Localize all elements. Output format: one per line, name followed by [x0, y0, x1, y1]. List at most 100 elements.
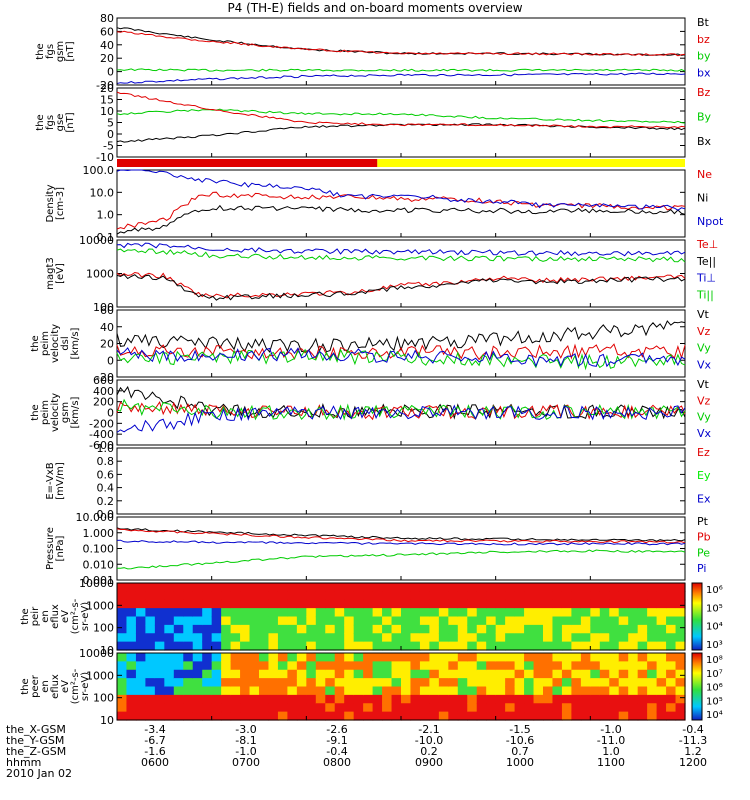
- spectrogram-cell: [486, 633, 497, 643]
- spectrogram-cell: [353, 616, 364, 626]
- spectrogram-cell: [230, 669, 241, 679]
- spectrogram-cell: [145, 661, 156, 671]
- spectrogram-cell: [117, 686, 128, 696]
- spectrogram-cell: [476, 694, 487, 704]
- series-line-Npot: [116, 169, 686, 211]
- y-tick-label: 0.2: [97, 495, 115, 508]
- spectrogram-cell: [571, 703, 582, 713]
- spectrogram-cell: [410, 633, 421, 643]
- spectrogram-cell: [154, 686, 165, 696]
- spectrogram-cell: [372, 703, 383, 713]
- spectrogram-cell: [268, 711, 279, 721]
- spectrogram-cell: [467, 703, 478, 713]
- spectrogram-cell: [325, 633, 336, 643]
- spectrogram-cell: [240, 641, 251, 651]
- spectrogram-cell: [609, 599, 620, 609]
- spectrogram-cell: [315, 583, 326, 592]
- spectrogram-cell: [391, 653, 402, 662]
- spectrogram-cell: [675, 694, 686, 704]
- orbit-time-value: 1100: [597, 756, 625, 769]
- spectrogram-cell: [173, 653, 184, 662]
- y-axis-label: peim: [40, 331, 51, 356]
- spectrogram-cell: [192, 641, 203, 651]
- spectrogram-cell: [495, 624, 506, 634]
- spectrogram-cell: [221, 641, 232, 651]
- spectrogram-cell: [192, 661, 203, 671]
- spectrogram-cell: [410, 678, 421, 688]
- spectrogram-cell: [372, 624, 383, 634]
- spectrogram-cell: [571, 599, 582, 609]
- spectrogram-cell: [334, 583, 345, 592]
- spectrogram-cell: [287, 711, 298, 721]
- spectrogram-cell: [117, 641, 128, 651]
- spectrogram-cell: [410, 591, 421, 601]
- spectrogram-cell: [580, 583, 591, 592]
- series-line-Bz: [116, 91, 686, 129]
- spectrogram-cell: [353, 624, 364, 634]
- series-line-Ti||: [116, 248, 686, 263]
- spectrogram-cell: [476, 624, 487, 634]
- spectrogram-cell: [183, 711, 194, 721]
- spectrogram-cell: [315, 624, 326, 634]
- y-axis-label: dsl: [60, 336, 71, 350]
- spectrogram-cell: [382, 616, 393, 626]
- spectrogram-cell: [599, 583, 610, 592]
- spectrogram-cell: [221, 653, 232, 662]
- legend-label: Vx: [697, 427, 712, 440]
- spectrogram-cell: [401, 669, 412, 679]
- spectrogram-cell: [353, 678, 364, 688]
- spectrogram-cell: [429, 624, 440, 634]
- spectrogram-cell: [505, 591, 516, 601]
- spectrogram-cell: [287, 624, 298, 634]
- spectrogram-cell: [135, 669, 146, 679]
- spectrogram-cell: [117, 694, 128, 704]
- spectrogram-cell: [476, 608, 487, 618]
- spectrogram-cell: [637, 633, 648, 643]
- spectrogram-cell: [505, 608, 516, 618]
- spectrogram-cell: [552, 591, 563, 601]
- spectrogram-cell: [580, 686, 591, 696]
- orbit-y-value: -8.1: [235, 734, 257, 747]
- spectrogram-cell: [410, 711, 421, 721]
- spectrogram-cell: [249, 633, 260, 643]
- spectrogram-cell: [438, 624, 449, 634]
- colorbar-tick-label: 10⁵: [706, 603, 723, 614]
- spectrogram-cell: [552, 703, 563, 713]
- spectrogram-cell: [306, 599, 317, 609]
- spectrogram-cell: [647, 686, 658, 696]
- spectrogram-cell: [202, 703, 213, 713]
- spectrogram-cell: [334, 694, 345, 704]
- spectrogram-cell: [192, 591, 203, 601]
- spectrogram-cell: [552, 711, 563, 721]
- spectrogram-cell: [666, 669, 677, 679]
- spectrogram-cell: [135, 678, 146, 688]
- spectrogram-cell: [457, 591, 468, 601]
- spectrogram-cell: [429, 703, 440, 713]
- spectrogram-cell: [675, 641, 686, 651]
- spectrogram-cell: [467, 661, 478, 671]
- spectrogram-cell: [580, 616, 591, 626]
- spectrogram-cell: [561, 694, 572, 704]
- spectrogram-cell: [306, 633, 317, 643]
- spectrogram-cell: [524, 711, 535, 721]
- spectrogram-cell: [486, 669, 497, 679]
- spectrogram-cell: [287, 703, 298, 713]
- spectrogram-cell: [344, 694, 355, 704]
- spectrogram-cell: [561, 624, 572, 634]
- spectrogram-cell: [306, 653, 317, 662]
- spectrogram-cell: [202, 591, 213, 601]
- panel-temperature: [116, 239, 686, 308]
- spectrogram-cell: [448, 661, 459, 671]
- spectrogram-cell: [240, 624, 251, 634]
- spectrogram-cell: [249, 583, 260, 592]
- y-tick-label: 0.010: [83, 558, 115, 571]
- spectrogram-cell: [173, 624, 184, 634]
- legend-label: bx: [697, 67, 711, 80]
- spectrogram-cell: [448, 624, 459, 634]
- colorbar-tick-label: 10⁴: [706, 710, 723, 721]
- spectrogram-cell: [372, 641, 383, 651]
- spectrogram-cell: [154, 669, 165, 679]
- spectrogram-cell: [145, 711, 156, 721]
- spectrogram-cell: [192, 703, 203, 713]
- spectrogram-cell: [173, 616, 184, 626]
